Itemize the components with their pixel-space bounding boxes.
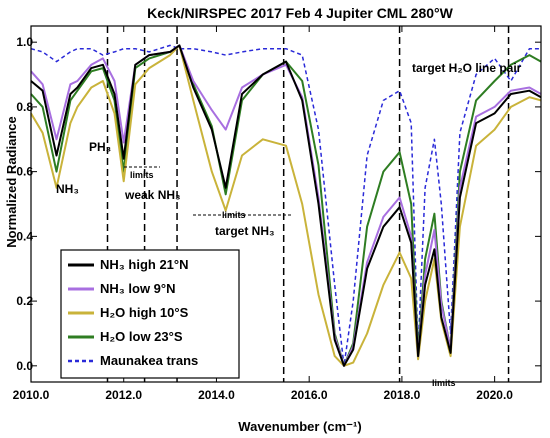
annotation-target-nh3: target NH₃ bbox=[215, 224, 275, 238]
annotation-weak-nh3: weak NH₃ bbox=[124, 188, 181, 202]
x-tick-label-1: 2012.0 bbox=[105, 388, 142, 402]
y-tick-label-4: 0.8 bbox=[16, 100, 33, 114]
axis-ticks: 2010.0 2012.0 2014.0 2016.0 2018.0 2020.0 0.0 0… bbox=[13, 26, 541, 402]
weak-nh3-text: weak NH₃ bbox=[124, 188, 181, 202]
y-axis-label: Normalized Radiance bbox=[4, 116, 19, 248]
y-tick-label-1: 0.2 bbox=[16, 294, 33, 308]
annotation-target-h2o: target H₂O line pair bbox=[412, 61, 522, 75]
limit-lines bbox=[106, 26, 510, 382]
series-lines bbox=[30, 44, 542, 367]
legend: NH₃ high 21°N NH₃ low 9°N H₂O high 10°S H₂O… bbox=[60, 249, 240, 379]
series-line-4 bbox=[30, 44, 541, 367]
annotation-limits-3: limits bbox=[432, 378, 456, 388]
y-tick-label-0: 0.0 bbox=[16, 359, 33, 373]
legend-label-4: Maunakea trans bbox=[100, 353, 198, 368]
legend-label-0: NH₃ high 21°N bbox=[100, 257, 189, 272]
x-axis-label: Wavenumber (cm⁻¹) bbox=[238, 419, 361, 434]
annotation-ph3: PH₃ bbox=[89, 140, 111, 154]
y-tick-label-2: 0.4 bbox=[16, 229, 33, 243]
y-tick-label-5: 1.0 bbox=[16, 35, 33, 49]
plot-frame bbox=[30, 25, 542, 383]
x-tick-label-4: 2018.0 bbox=[384, 388, 421, 402]
x-tick-label-0: 2010.0 bbox=[13, 388, 50, 402]
x-tick-label-3: 2016.0 bbox=[291, 388, 328, 402]
chart-title: Keck/NIRSPEC 2017 Feb 4 Jupiter CML 280°… bbox=[147, 5, 453, 21]
x-tick-label-5: 2020.0 bbox=[476, 388, 513, 402]
legend-label-1: NH₃ low 9°N bbox=[100, 281, 176, 296]
legend-label-2: H₂O high 10°S bbox=[100, 305, 189, 320]
annotations: NH₃ PH₃ limits weak NH₃ limits target NH… bbox=[56, 61, 522, 388]
series-line-0 bbox=[30, 44, 542, 367]
legend-label-3: H₂O low 23°S bbox=[100, 329, 183, 344]
y-tick-label-3: 0.6 bbox=[16, 165, 33, 179]
annotation-limits-1: limits bbox=[130, 170, 154, 180]
legend-entries: NH₃ high 21°N NH₃ low 9°N H₂O high 10°S H₂O… bbox=[68, 257, 198, 368]
x-tick-label-2: 2014.0 bbox=[198, 388, 235, 402]
annotation-nh3-a: NH₃ bbox=[56, 182, 79, 196]
series-line-1 bbox=[30, 44, 542, 367]
